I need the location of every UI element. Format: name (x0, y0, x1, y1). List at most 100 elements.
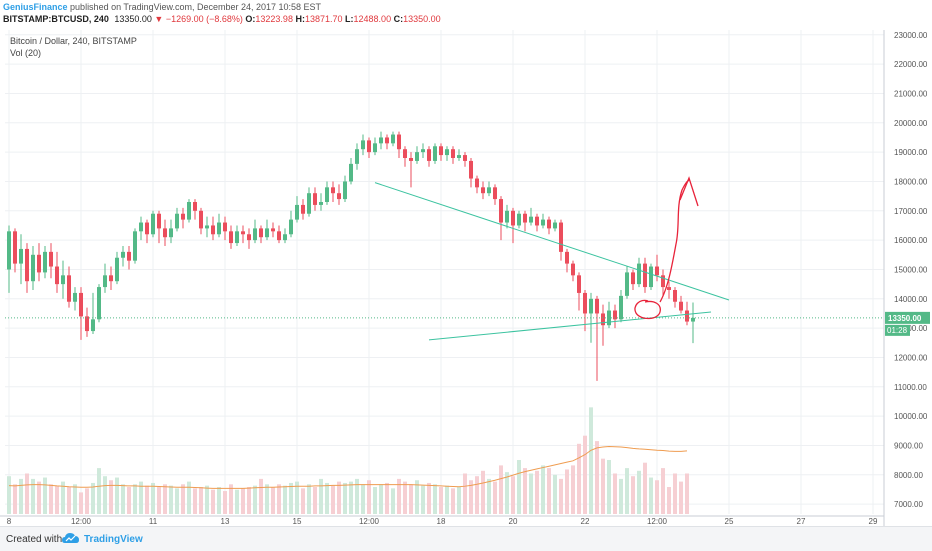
volume-bar (49, 484, 53, 514)
candle-body (661, 275, 665, 288)
candle-body (205, 225, 209, 229)
candle-body (601, 313, 605, 326)
volume-ma-line (8, 445, 688, 489)
candle-body (133, 231, 137, 261)
time-tick-label: 25 (725, 517, 734, 526)
candle-body (421, 149, 425, 153)
volume-bar (67, 487, 71, 514)
candle-body (277, 231, 281, 241)
candle (109, 266, 113, 290)
candle-body (163, 228, 167, 238)
chart-legend-title: Bitcoin / Dollar, 240, BITSTAMP (10, 36, 137, 46)
volume-bar (37, 481, 41, 514)
candle (43, 246, 47, 279)
candle-body (181, 213, 185, 220)
candle-body (187, 202, 191, 220)
volume-bar (457, 487, 461, 514)
volume-bar (103, 476, 107, 514)
candle (541, 213, 545, 229)
candle (139, 216, 143, 241)
price-axis[interactable]: 7000.00 8000.00 9000.00 10000.00 11000.00 120… (883, 30, 930, 526)
candle-body (307, 193, 311, 214)
volume-bar (643, 462, 647, 514)
author-link[interactable]: GeniusFinance (3, 2, 68, 12)
candle-body (475, 178, 479, 188)
candle-body (253, 228, 257, 241)
time-tick-label: 11 (149, 517, 158, 526)
volume-bar (289, 482, 293, 514)
candle (211, 216, 215, 241)
volume-bar (211, 489, 215, 514)
tradingview-brand[interactable]: TradingView (84, 534, 143, 545)
volume-bar (367, 480, 371, 514)
candle-body (223, 222, 227, 232)
candle (127, 246, 131, 270)
volume-bar (373, 487, 377, 514)
volume-bar (541, 465, 545, 514)
candle-body (145, 222, 149, 235)
candle-body (397, 134, 401, 150)
candle-body (115, 257, 119, 282)
candle (163, 219, 167, 246)
candle-body (553, 222, 557, 229)
volume-bar (259, 478, 263, 514)
candle (265, 219, 269, 241)
volume-bar (391, 488, 395, 514)
candle-body (559, 222, 563, 252)
candle (295, 196, 299, 223)
volume-bar (685, 473, 689, 514)
volume-bar (301, 488, 305, 514)
time-tick-label: 22 (581, 517, 590, 526)
candle-body (241, 231, 245, 235)
candle (349, 158, 353, 185)
volume-bar (235, 489, 239, 514)
candle (157, 210, 161, 244)
volume-bar (421, 485, 425, 514)
volume-bar (505, 472, 509, 514)
candle-body (349, 163, 353, 182)
candle-body (487, 187, 491, 194)
candle (145, 219, 149, 244)
candle-body (319, 202, 323, 205)
volume-bar (547, 468, 551, 514)
volume-bar (499, 465, 503, 514)
candle-body (691, 317, 695, 322)
price-tick-label: 11000.00 (894, 383, 927, 392)
volume-bar (313, 487, 317, 514)
candle (235, 225, 239, 246)
candle-body (679, 301, 683, 311)
volume-bar (115, 477, 119, 514)
high-value: 13871.70 (304, 14, 343, 24)
candle-body (97, 287, 101, 320)
volume-bar (517, 460, 521, 514)
volume-bar (151, 482, 155, 514)
candle (283, 228, 287, 244)
candle (397, 131, 401, 158)
candle-body (577, 275, 581, 293)
volume-bar (295, 481, 299, 514)
candle-body (427, 149, 431, 161)
volume-bar (241, 488, 245, 514)
candle (55, 251, 59, 293)
price-chart[interactable]: 7000.00 8000.00 9000.00 10000.00 11000.00 120… (0, 30, 932, 526)
candle-body (55, 266, 59, 285)
high-label: H: (295, 14, 305, 24)
volume-bar (109, 480, 113, 514)
candle-body (619, 295, 623, 320)
candle (505, 204, 509, 229)
candle-body (637, 263, 641, 285)
candle-body (325, 187, 329, 202)
volume-bar (619, 478, 623, 514)
upper-trendline (374, 182, 730, 301)
price-tick-label: 10000.00 (894, 412, 928, 421)
candle (49, 243, 53, 279)
time-tick-label: 15 (293, 517, 302, 526)
time-tick-label: 27 (797, 517, 806, 526)
time-tick-label: 20 (509, 517, 518, 526)
volume-bar (181, 484, 185, 514)
candle (613, 304, 617, 329)
candle-body (583, 292, 587, 314)
volume-bar (127, 487, 131, 514)
candle-body (247, 234, 251, 241)
